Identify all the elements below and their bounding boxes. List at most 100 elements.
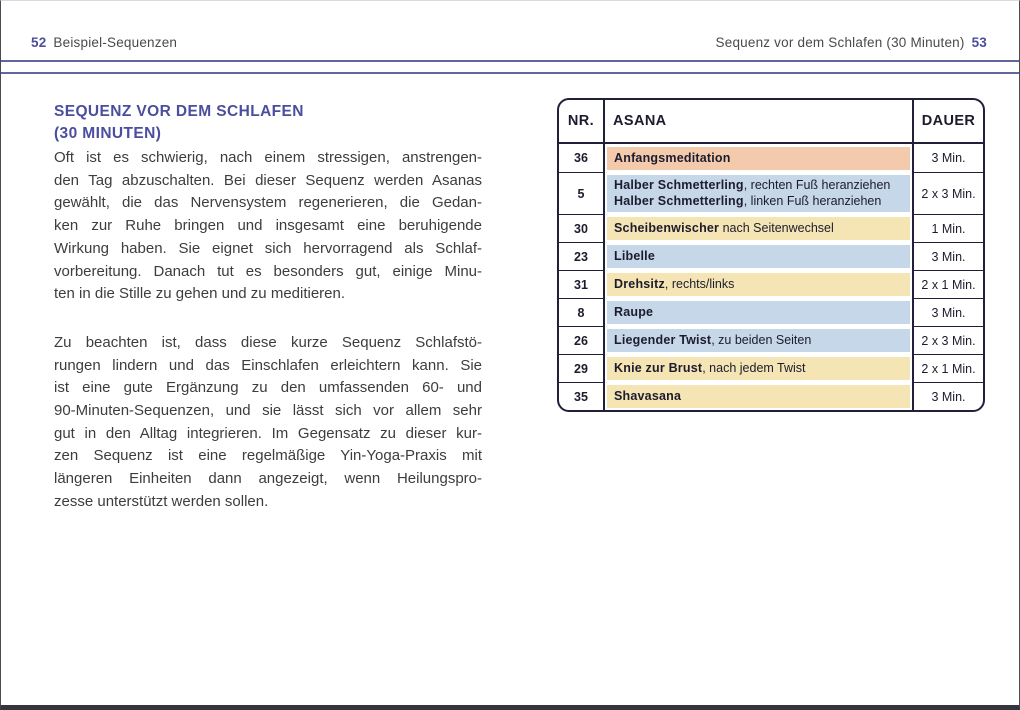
table-cell-nr: 29	[559, 354, 605, 382]
table-row: 29 Knie zur Brust, nach jedem Twist 2 x 1 …	[559, 354, 983, 382]
table-cell-nr: 31	[559, 270, 605, 298]
table-cell-asana: Libelle	[605, 242, 912, 270]
table-row: 36 Anfangsmeditation 3 Min.	[559, 144, 983, 172]
table-row: 5 Halber Schmetterling, rechten Fuß heran…	[559, 172, 983, 214]
sequence-table: NR. ASANA DAUER 36 Anfangsmeditation 3 Min…	[557, 98, 985, 412]
table-cell-nr: 26	[559, 326, 605, 354]
asana-detail: , rechts/links	[664, 277, 735, 291]
asana-highlight: Libelle	[607, 244, 910, 268]
asana-highlight: Scheibenwischer nach Seitenwechsel	[607, 216, 910, 240]
table-cell-dauer: 2 x 3 Min.	[912, 172, 983, 214]
table-cell-dauer: 2 x 3 Min.	[912, 326, 983, 354]
table-header-dauer: DAUER	[912, 100, 983, 142]
paragraph-line: Zu beachten ist, dass diese kurze Sequen…	[54, 333, 482, 351]
page-number-left: 52	[31, 35, 47, 50]
paragraph-line: längeren Einheiten dann angezeigt, wenn …	[54, 470, 482, 488]
table-row: 30 Scheibenwischer nach Seitenwechsel 1 Mi…	[559, 214, 983, 242]
asana-name: Halber Schmetterling	[614, 178, 744, 192]
table-cell-nr: 30	[559, 214, 605, 242]
paragraph-line: gut in den Alltag integrieren. Im Gegens…	[54, 424, 482, 442]
asana-name: Liegender Twist	[614, 333, 712, 347]
table-cell-asana: Raupe	[605, 298, 912, 326]
asana-name: Anfangsmeditation	[614, 151, 731, 165]
asana-name: Libelle	[614, 249, 655, 263]
paragraph-1: Oft ist es schwierig, nach einem stressi…	[54, 147, 482, 306]
table-header-nr: NR.	[559, 100, 605, 142]
article-paragraphs: Oft ist es schwierig, nach einem stressi…	[54, 147, 482, 514]
page-number-right: 53	[971, 35, 987, 50]
paragraph-line: vorbereitung. Danach tut es besonders gu…	[54, 262, 482, 280]
section-title-line2: (30 MINUTEN)	[54, 125, 162, 142]
paragraph-2: Zu beachten ist, dass diese kurze Sequen…	[54, 332, 482, 514]
asana-highlight: Liegender Twist, zu beiden Seiten	[607, 328, 910, 352]
table-cell-dauer: 2 x 1 Min.	[912, 354, 983, 382]
asana-text: Drehsitz, rechts/links	[614, 276, 910, 292]
table-row: 26 Liegender Twist, zu beiden Seiten 2 x 3…	[559, 326, 983, 354]
paragraph-line: Wirkung haben. Sie eignet sich hervorrag…	[54, 239, 482, 257]
sequence-table-section: NR. ASANA DAUER 36 Anfangsmeditation 3 Min…	[557, 98, 985, 412]
table-cell-asana: Shavasana	[605, 382, 912, 410]
section-title: SEQUENZ VOR DEM SCHLAFEN (30 MINUTEN)	[54, 101, 482, 145]
asana-text: Raupe	[614, 304, 910, 320]
asana-text: Knie zur Brust, nach jedem Twist	[614, 360, 910, 376]
asana-highlight: Anfangsmeditation	[607, 146, 910, 170]
table-cell-asana: Scheibenwischer nach Seitenwechsel	[605, 214, 912, 242]
table-cell-nr: 8	[559, 298, 605, 326]
article-column: SEQUENZ VOR DEM SCHLAFEN (30 MINUTEN) Of…	[54, 101, 482, 514]
asana-text: Libelle	[614, 248, 910, 264]
table-cell-dauer: 3 Min.	[912, 144, 983, 172]
table-cell-dauer: 2 x 1 Min.	[912, 270, 983, 298]
asana-highlight: Drehsitz, rechts/links	[607, 272, 910, 296]
asana-text: Shavasana	[614, 388, 910, 404]
asana-detail: , zu beiden Seiten	[711, 333, 812, 347]
asana-detail: nach Seitenwechsel	[719, 221, 834, 235]
table-cell-dauer: 3 Min.	[912, 242, 983, 270]
asana-name: Drehsitz	[614, 277, 665, 291]
table-cell-nr: 5	[559, 172, 605, 214]
table-row: 23 Libelle 3 Min.	[559, 242, 983, 270]
asana-highlight: Shavasana	[607, 384, 910, 408]
asana-text: Scheibenwischer nach Seitenwechsel	[614, 220, 910, 236]
asana-highlight: Halber Schmetterling, rechten Fuß heranz…	[607, 174, 910, 212]
table-cell-asana: Halber Schmetterling, rechten Fuß heranz…	[605, 172, 912, 214]
asana-name: Shavasana	[614, 389, 682, 403]
running-head-left-title: Beispiel-Sequenzen	[53, 35, 178, 50]
asana-text: Liegender Twist, zu beiden Seiten	[614, 332, 910, 348]
table-cell-asana: Anfangsmeditation	[605, 144, 912, 172]
paragraph-line: zesse unterstützt werden sollen.	[54, 492, 269, 510]
paragraph-line: ken zur Ruhe bringen und insgesamt eine …	[54, 217, 482, 235]
table-row: 8 Raupe 3 Min.	[559, 298, 983, 326]
table-cell-nr: 35	[559, 382, 605, 410]
paragraph-line: ten in die Stille zu gehen und zu mediti…	[54, 285, 346, 303]
asana-name: Scheibenwischer	[614, 221, 720, 235]
asana-text: Anfangsmeditation	[614, 150, 910, 166]
asana-text: Halber Schmetterling, linken Fuß heranzi…	[614, 193, 910, 209]
asana-name: Raupe	[614, 305, 654, 319]
table-cell-nr: 36	[559, 144, 605, 172]
table-row: 31 Drehsitz, rechts/links 2 x 1 Min.	[559, 270, 983, 298]
asana-name: Knie zur Brust	[614, 361, 703, 375]
paragraph-line: Oft ist es schwierig, nach einem stressi…	[54, 149, 482, 166]
table-cell-nr: 23	[559, 242, 605, 270]
asana-detail: , nach jedem Twist	[702, 361, 806, 375]
asana-name: Halber Schmetterling	[614, 194, 744, 208]
section-title-line1: SEQUENZ VOR DEM SCHLAFEN	[54, 103, 304, 120]
asana-text: Halber Schmetterling, rechten Fuß heranz…	[614, 177, 910, 193]
header-rule-top	[1, 60, 1019, 62]
paragraph-line: zen Sequenz ist eine regelmäßige Yin-Yog…	[54, 447, 482, 465]
header-rule-bottom	[1, 72, 1019, 74]
paragraph-line: rungen lindern und das Einschlafen erlei…	[54, 356, 482, 374]
asana-detail: , rechten Fuß heranziehen	[743, 178, 891, 192]
asana-highlight: Knie zur Brust, nach jedem Twist	[607, 356, 910, 380]
table-header-asana: ASANA	[613, 113, 667, 129]
asana-highlight: Raupe	[607, 300, 910, 324]
table-row: 35 Shavasana 3 Min.	[559, 382, 983, 410]
asana-detail: , linken Fuß heranziehen	[743, 194, 882, 208]
running-head-left: 52 Beispiel-Sequenzen	[31, 35, 177, 50]
sequence-table-body: 36 Anfangsmeditation 3 Min. 5 Halber Schmett…	[559, 144, 983, 410]
table-cell-dauer: 3 Min.	[912, 298, 983, 326]
table-cell-asana: Drehsitz, rechts/links	[605, 270, 912, 298]
running-head-right-title: Sequenz vor dem Schlafen (30 Minuten)	[715, 35, 965, 50]
table-cell-asana: Knie zur Brust, nach jedem Twist	[605, 354, 912, 382]
